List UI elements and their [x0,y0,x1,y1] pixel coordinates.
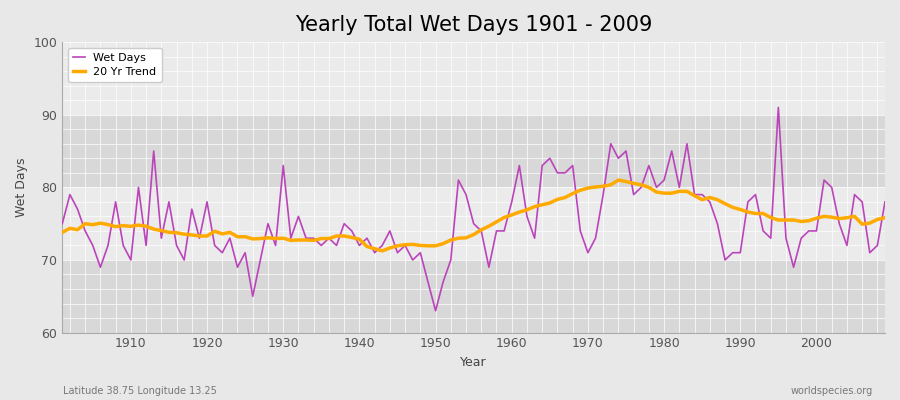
20 Yr Trend [285,238,296,243]
Wet Days [118,243,129,248]
20 Yr Trend [606,182,616,187]
20 Yr Trend [377,248,388,253]
Title: Yearly Total Wet Days 1901 - 2009: Yearly Total Wet Days 1901 - 2009 [295,15,652,35]
Wet Days [606,141,616,146]
Line: Wet Days: Wet Days [62,108,885,311]
Y-axis label: Wet Days: Wet Days [15,158,28,217]
20 Yr Trend [507,212,517,217]
Line: 20 Yr Trend: 20 Yr Trend [62,180,885,251]
Bar [62,260,885,332]
20 Yr Trend [879,215,890,220]
Wet Days [430,308,441,313]
20 Yr Trend [514,210,525,214]
Wet Days [773,105,784,110]
Bar [62,115,885,187]
Wet Days [285,236,296,240]
Text: Latitude 38.75 Longitude 13.25: Latitude 38.75 Longitude 13.25 [63,386,217,396]
Wet Days [507,200,517,204]
20 Yr Trend [118,223,129,228]
Text: worldspecies.org: worldspecies.org [791,386,873,396]
20 Yr Trend [331,234,342,238]
20 Yr Trend [57,230,68,235]
Wet Days [514,163,525,168]
Legend: Wet Days, 20 Yr Trend: Wet Days, 20 Yr Trend [68,48,162,82]
Wet Days [57,221,68,226]
X-axis label: Year: Year [460,356,487,369]
20 Yr Trend [613,178,624,182]
Wet Days [879,200,890,204]
Wet Days [331,243,342,248]
